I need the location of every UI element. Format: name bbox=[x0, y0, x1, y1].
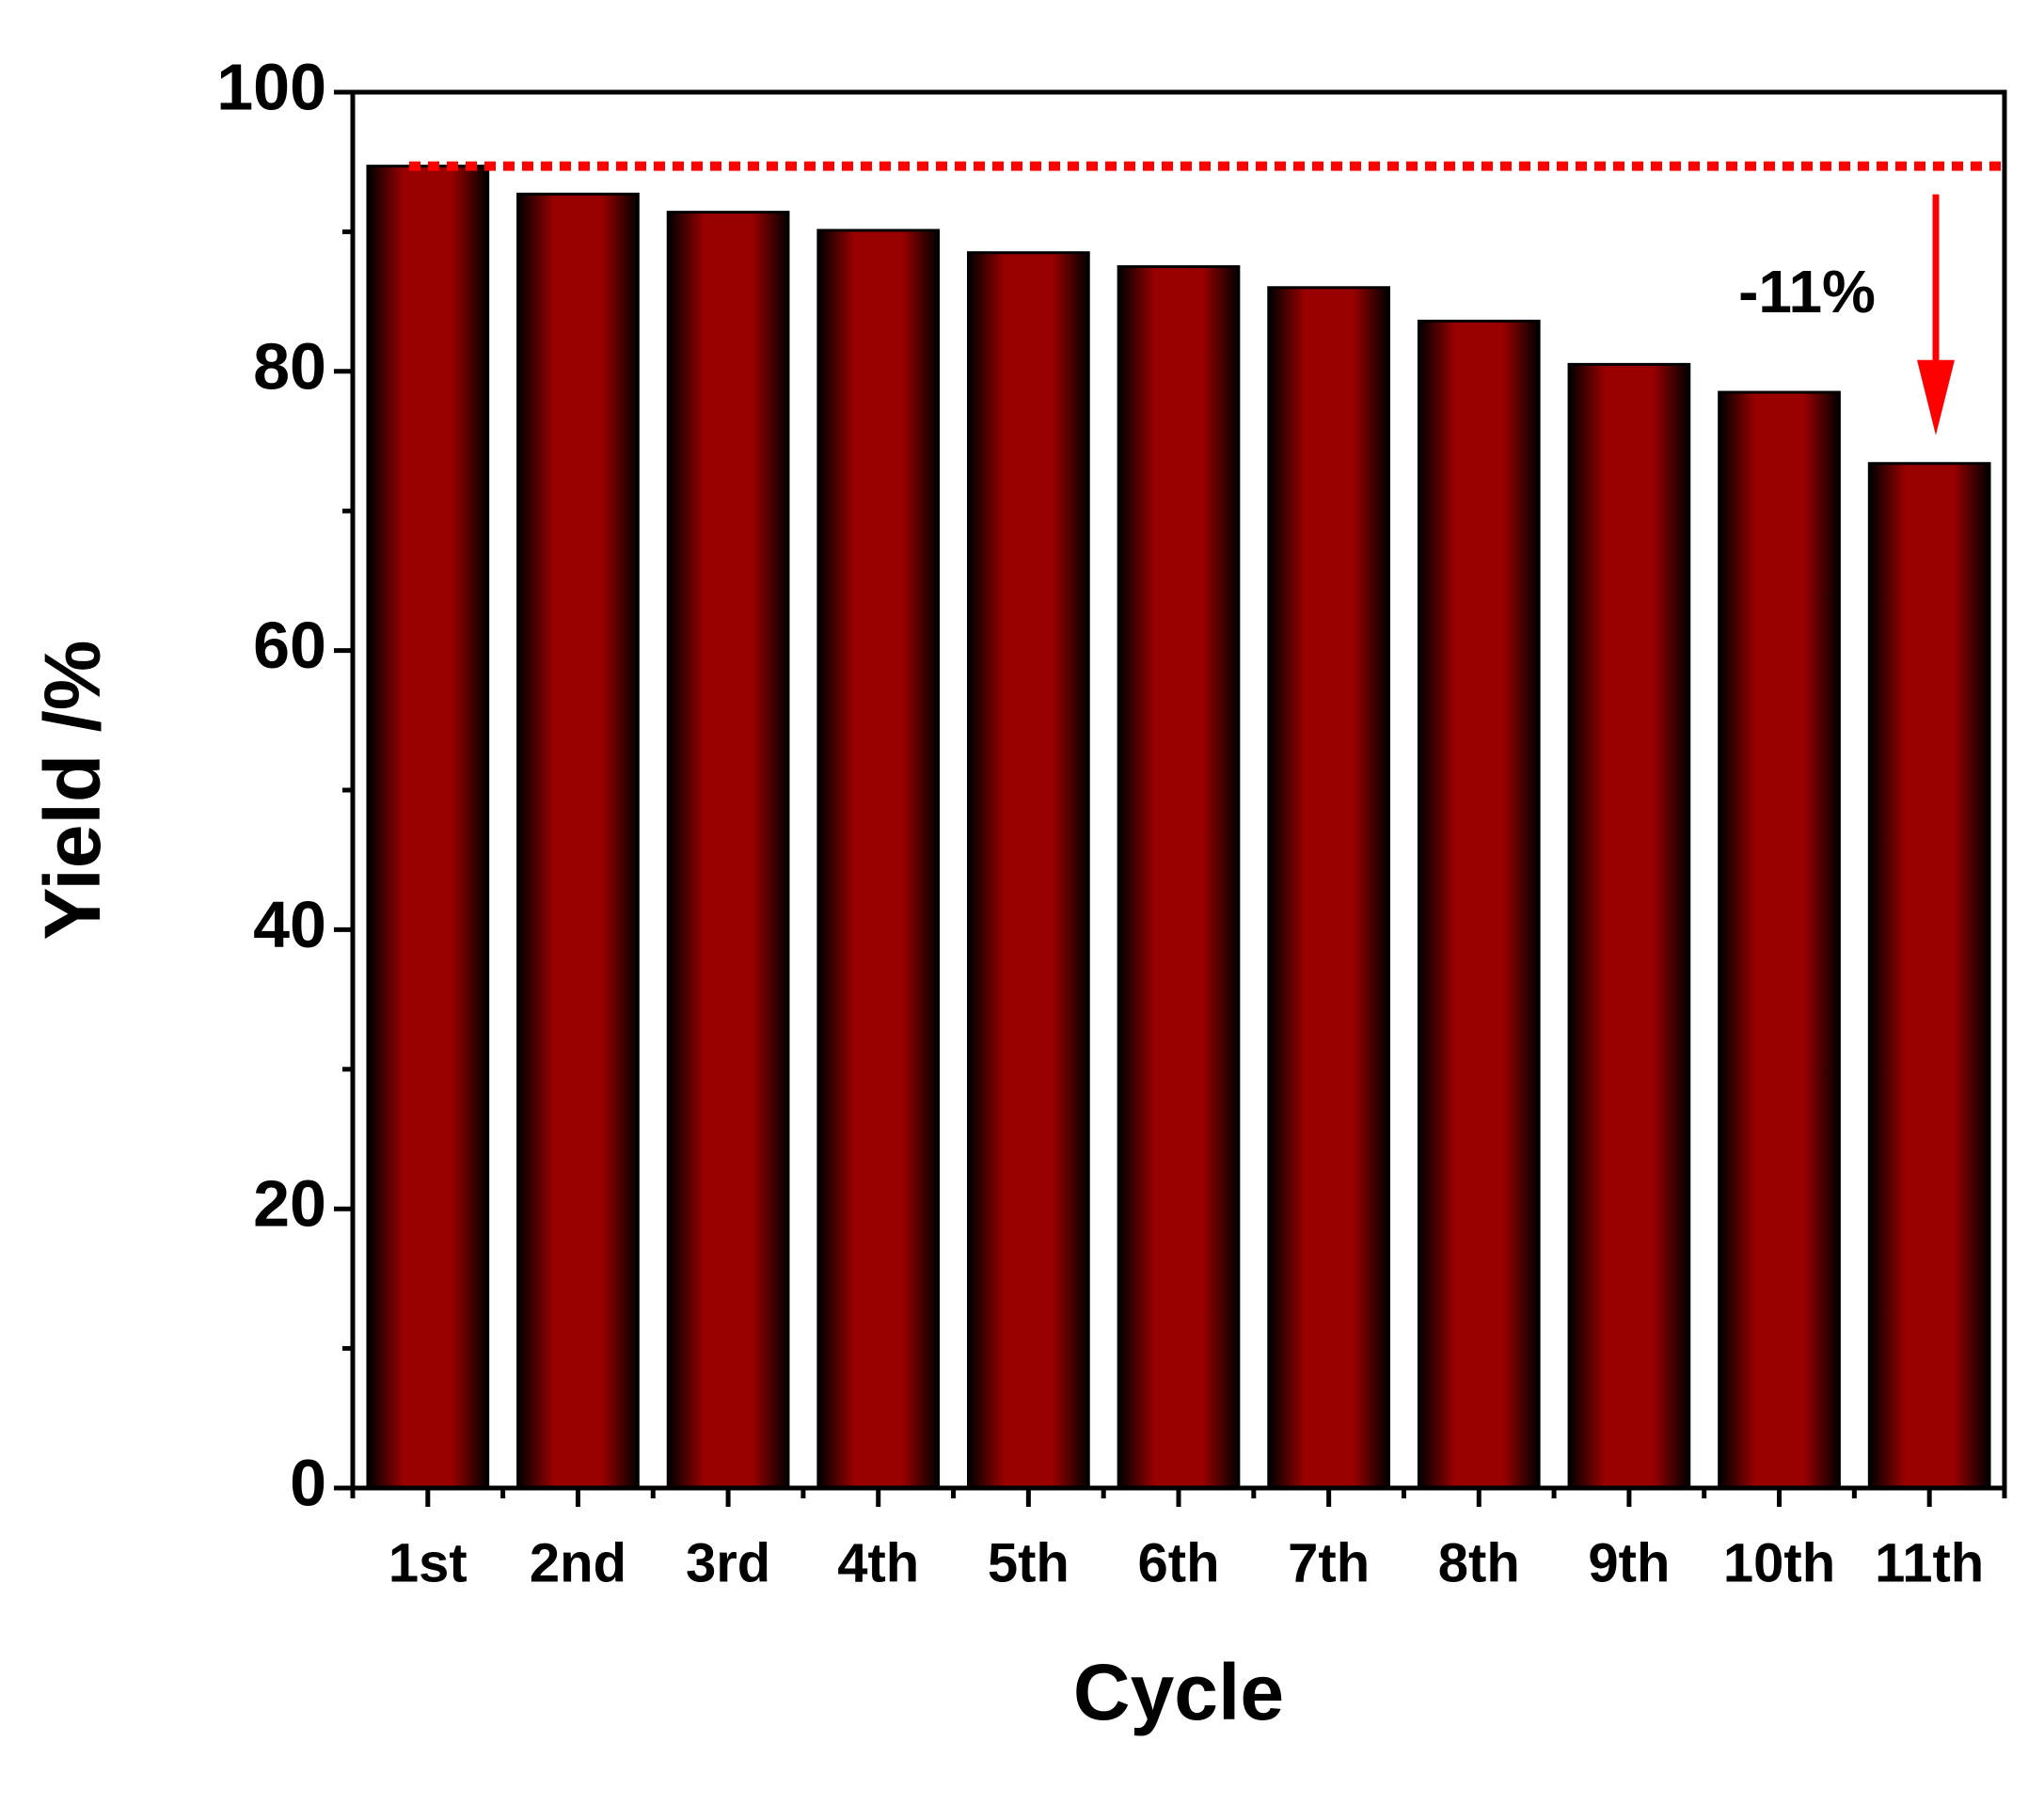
y-tick-label: 60 bbox=[253, 609, 326, 682]
y-tick-label: 0 bbox=[290, 1446, 326, 1519]
bar bbox=[1267, 286, 1390, 1490]
y-tick-label: 100 bbox=[216, 50, 326, 123]
x-tick-label: 2nd bbox=[530, 1532, 626, 1593]
y-tick-label: 80 bbox=[253, 329, 326, 403]
x-tick-label: 4th bbox=[837, 1532, 919, 1593]
bar bbox=[366, 165, 490, 1490]
x-tick-label: 8th bbox=[1438, 1532, 1520, 1593]
y-axis-title: Yield /% bbox=[28, 641, 117, 941]
x-axis-title: Cycle bbox=[1073, 1648, 1284, 1736]
annotation: -11% bbox=[1738, 258, 1876, 325]
x-tick-label: 3rd bbox=[686, 1532, 770, 1593]
bar bbox=[516, 192, 640, 1490]
x-tick-label: 5th bbox=[988, 1532, 1070, 1593]
plot-frame bbox=[350, 89, 2007, 1491]
bar bbox=[1417, 319, 1541, 1490]
x-tick-label: 7th bbox=[1288, 1532, 1370, 1593]
x-tick-label: 6th bbox=[1138, 1532, 1220, 1593]
bar bbox=[1867, 462, 1991, 1490]
bar bbox=[967, 251, 1090, 1490]
arrow-head bbox=[1917, 359, 1955, 435]
x-tick-label: 11th bbox=[1875, 1532, 1984, 1593]
x-tick-label: 1st bbox=[388, 1532, 467, 1593]
x-tick-label: 9th bbox=[1588, 1532, 1670, 1593]
bar bbox=[1718, 390, 1841, 1490]
y-tick-label: 40 bbox=[253, 888, 326, 961]
bar bbox=[1567, 362, 1691, 1490]
bar bbox=[1117, 265, 1241, 1490]
y-tick-label: 20 bbox=[253, 1167, 326, 1241]
x-tick-label: 10th bbox=[1723, 1532, 1835, 1593]
bar bbox=[816, 229, 941, 1490]
bar bbox=[666, 211, 790, 1490]
